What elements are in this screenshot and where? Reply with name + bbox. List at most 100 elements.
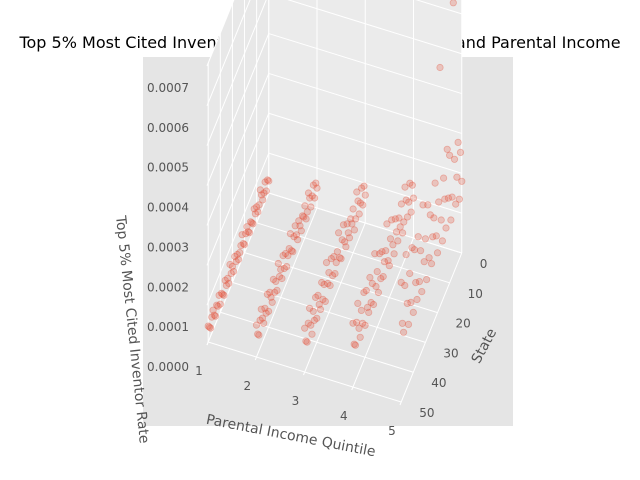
- scatter-point: [398, 319, 406, 327]
- scatter-point: [318, 278, 326, 287]
- scatter-point: [292, 231, 300, 239]
- scatter-point: [422, 275, 431, 284]
- scatter-point: [255, 331, 263, 339]
- scatter-point: [365, 308, 373, 316]
- scatter-point: [326, 281, 334, 290]
- scatter-point: [262, 309, 270, 317]
- scatter-point: [324, 279, 332, 288]
- scatter-point: [426, 211, 434, 219]
- scatter-point: [416, 247, 425, 255]
- z-gridline-side: [206, 33, 270, 186]
- scatter-point: [369, 300, 378, 309]
- scatter-point: [219, 290, 227, 298]
- scatter-point: [280, 264, 288, 273]
- scatter-point: [410, 246, 419, 254]
- scatter-point: [204, 322, 212, 330]
- z-gridline-side: [206, 192, 270, 346]
- scatter-point: [397, 278, 405, 286]
- scatter-point: [256, 316, 264, 324]
- scatter-point: [368, 279, 376, 288]
- scatter-point: [304, 189, 313, 197]
- scatter-point: [400, 218, 408, 226]
- z-gridline-back: [268, 152, 462, 214]
- scatter-point: [257, 191, 266, 199]
- scatter-point: [357, 184, 366, 192]
- scatter-point: [264, 307, 273, 315]
- scatter-point: [319, 295, 327, 303]
- y-gridline-floor: [256, 222, 450, 284]
- z-tick-label: 0.0005: [147, 161, 189, 175]
- scatter-point: [401, 281, 409, 290]
- scatter-point: [327, 255, 335, 263]
- z-gridline-side: [206, 113, 270, 266]
- x-tick-label: 4: [340, 409, 348, 423]
- x-tick-label: 2: [243, 379, 251, 393]
- scatter-point: [313, 314, 321, 322]
- scatter-point: [328, 271, 337, 280]
- scatter-point: [272, 277, 280, 285]
- scatter-point: [227, 269, 235, 277]
- scatter-point: [431, 179, 439, 187]
- y-gridline-floor: [220, 311, 414, 373]
- scatter-point: [386, 235, 395, 243]
- scatter-point: [351, 215, 360, 223]
- scatter-point: [345, 234, 354, 242]
- scatter-point: [430, 214, 438, 222]
- scatter-point: [371, 250, 379, 258]
- scatter-point: [213, 301, 221, 309]
- scatter-point: [336, 254, 344, 262]
- scatter-point: [429, 233, 437, 241]
- scatter-point: [427, 260, 436, 268]
- scatter-point: [404, 320, 413, 328]
- scatter-point: [267, 293, 275, 301]
- scatter-point: [290, 233, 298, 241]
- scatter-point: [250, 205, 258, 213]
- scatter-point: [407, 208, 415, 216]
- scatter-point: [309, 181, 317, 189]
- scatter-point: [394, 237, 402, 245]
- scatter-point: [266, 288, 274, 296]
- scatter-point: [405, 198, 413, 206]
- scatter-point: [256, 186, 264, 194]
- scatter-point: [286, 230, 294, 238]
- z-gridline-back: [268, 112, 462, 174]
- z-tick-label: 0.0001: [147, 320, 189, 334]
- scatter-point: [344, 229, 352, 237]
- scatter-point: [269, 275, 277, 283]
- scatter-point: [383, 220, 391, 228]
- scatter-point: [409, 194, 418, 202]
- scatter-point: [230, 267, 238, 276]
- scatter-point: [415, 277, 423, 286]
- scatter-point: [260, 189, 268, 197]
- scatter-point: [435, 198, 443, 206]
- scatter-point: [274, 259, 282, 268]
- scatter-point: [351, 341, 359, 349]
- scatter-point: [399, 328, 408, 336]
- scatter-point: [391, 215, 399, 223]
- scatter-point: [320, 280, 328, 289]
- scatter-point: [316, 305, 325, 313]
- z-tick-label: 0.0006: [147, 121, 189, 135]
- scatter-point: [389, 241, 397, 249]
- scatter-point: [331, 269, 339, 278]
- scatter-point: [337, 255, 345, 263]
- tick-labels: 12345010203040500.00000.00010.00020.0003…: [147, 81, 487, 438]
- scatter-point: [355, 210, 363, 218]
- scatter-point: [441, 195, 449, 203]
- scatter-point: [249, 220, 257, 228]
- scatter-point: [285, 245, 293, 253]
- scatter-point: [315, 300, 323, 308]
- scatter-point: [382, 247, 390, 255]
- z-tick-label: 0.0003: [147, 240, 189, 254]
- scatter-point: [363, 303, 372, 311]
- scatter-point: [401, 183, 409, 191]
- z-gridline-side: [206, 152, 270, 306]
- scatter-point: [239, 240, 247, 248]
- x-gridline-floor: [254, 207, 318, 361]
- scatter-point: [418, 287, 426, 296]
- y-tick-label: 0: [480, 257, 488, 271]
- scatter-point: [402, 196, 410, 204]
- scatter-point: [414, 233, 422, 241]
- scatter-point: [343, 220, 351, 228]
- scatter-point: [309, 307, 317, 315]
